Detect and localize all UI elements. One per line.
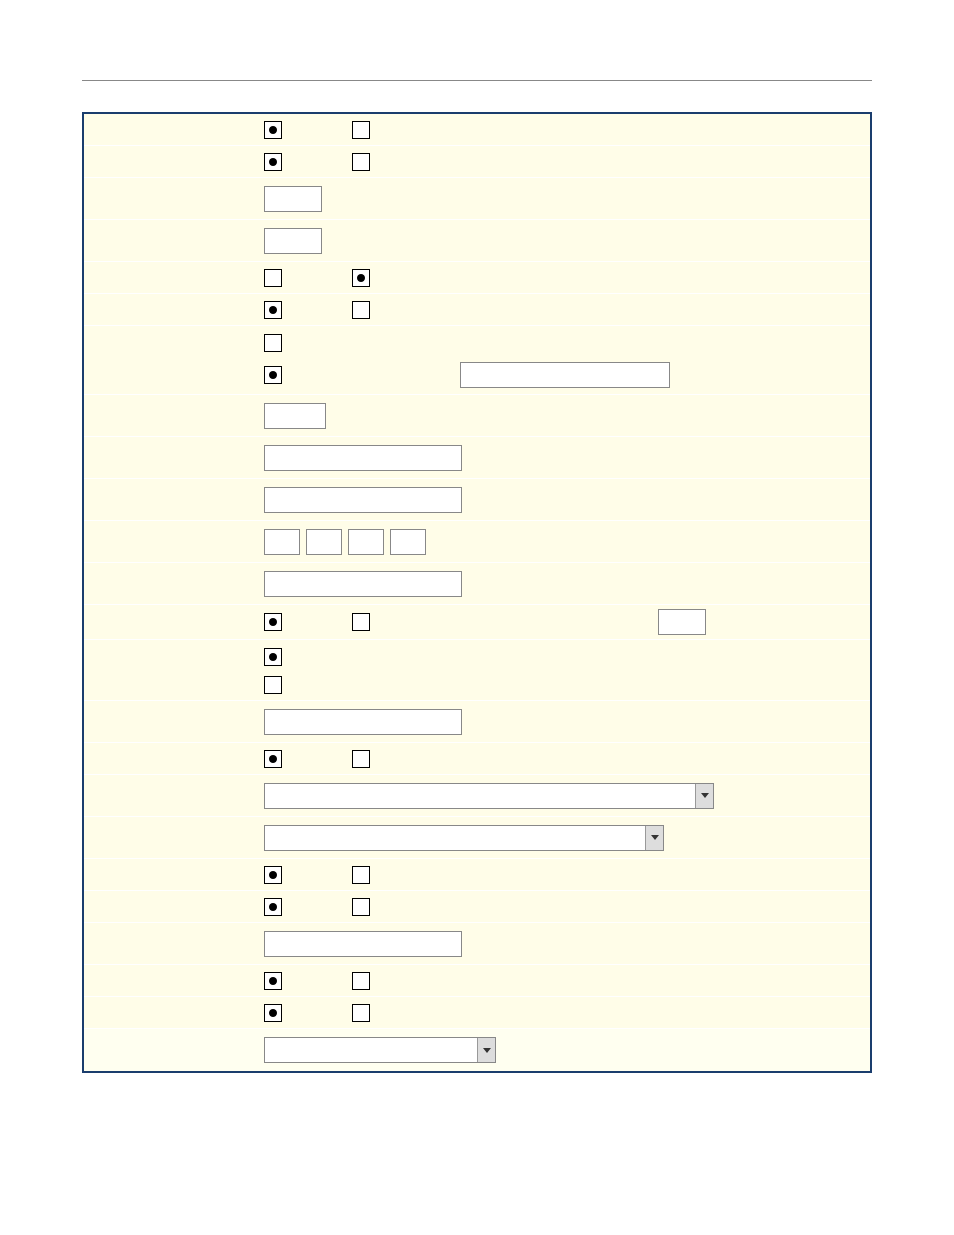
row13-radio-no[interactable]	[352, 613, 370, 631]
row9-input[interactable]	[264, 445, 462, 471]
row20-radio-yes[interactable]	[264, 898, 282, 916]
row13-radio-yes[interactable]	[264, 613, 282, 631]
row-12	[84, 563, 870, 605]
row1-radio-yes[interactable]	[264, 121, 282, 139]
row3-input[interactable]	[264, 186, 322, 212]
row-16	[84, 743, 870, 775]
row14-radio-option2[interactable]	[264, 676, 282, 694]
row-15	[84, 701, 870, 743]
row-8	[84, 395, 870, 437]
row-6	[84, 294, 870, 326]
dropdown-arrow-icon	[645, 826, 663, 850]
row-24	[84, 1029, 870, 1071]
row-22	[84, 965, 870, 997]
row19-radio-yes[interactable]	[264, 866, 282, 884]
row6-radio-no[interactable]	[352, 301, 370, 319]
row19-radio-no[interactable]	[352, 866, 370, 884]
row7-radio-option2[interactable]	[264, 366, 282, 384]
row-7	[84, 326, 870, 395]
row-2	[84, 146, 870, 178]
row-23	[84, 997, 870, 1029]
row-20	[84, 891, 870, 923]
row-11	[84, 521, 870, 563]
row-10	[84, 479, 870, 521]
row6-radio-yes[interactable]	[264, 301, 282, 319]
row4-input[interactable]	[264, 228, 322, 254]
row11-octet2[interactable]	[306, 529, 342, 555]
row5-radio-yes[interactable]	[264, 269, 282, 287]
header-divider	[82, 80, 872, 81]
row-19	[84, 859, 870, 891]
row23-radio-yes[interactable]	[264, 1004, 282, 1022]
row14-radio-option1[interactable]	[264, 648, 282, 666]
row16-radio-no[interactable]	[352, 750, 370, 768]
row-18	[84, 817, 870, 859]
row11-octet4[interactable]	[390, 529, 426, 555]
row22-radio-no[interactable]	[352, 972, 370, 990]
row7-radio-option1[interactable]	[264, 334, 282, 352]
row-4	[84, 220, 870, 262]
row8-input[interactable]	[264, 403, 326, 429]
dropdown-arrow-icon	[695, 784, 713, 808]
row12-input[interactable]	[264, 571, 462, 597]
row-5	[84, 262, 870, 294]
row11-octet1[interactable]	[264, 529, 300, 555]
row15-input[interactable]	[264, 709, 462, 735]
row18-select[interactable]	[264, 825, 664, 851]
row16-radio-yes[interactable]	[264, 750, 282, 768]
row2-radio-yes[interactable]	[264, 153, 282, 171]
row11-octet3[interactable]	[348, 529, 384, 555]
row10-input[interactable]	[264, 487, 462, 513]
row-9	[84, 437, 870, 479]
row24-select[interactable]	[264, 1037, 496, 1063]
row17-select[interactable]	[264, 783, 714, 809]
row-14	[84, 640, 870, 701]
row-3	[84, 178, 870, 220]
row21-input[interactable]	[264, 931, 462, 957]
row23-radio-no[interactable]	[352, 1004, 370, 1022]
row-1	[84, 114, 870, 146]
dropdown-arrow-icon	[477, 1038, 495, 1062]
row-17	[84, 775, 870, 817]
row13-extra-input[interactable]	[658, 609, 706, 635]
row7-text-input[interactable]	[460, 362, 670, 388]
row5-radio-no[interactable]	[352, 269, 370, 287]
row22-radio-yes[interactable]	[264, 972, 282, 990]
row20-radio-no[interactable]	[352, 898, 370, 916]
row-21	[84, 923, 870, 965]
settings-form-panel	[82, 112, 872, 1073]
row2-radio-no[interactable]	[352, 153, 370, 171]
row1-radio-no[interactable]	[352, 121, 370, 139]
row-13	[84, 605, 870, 640]
